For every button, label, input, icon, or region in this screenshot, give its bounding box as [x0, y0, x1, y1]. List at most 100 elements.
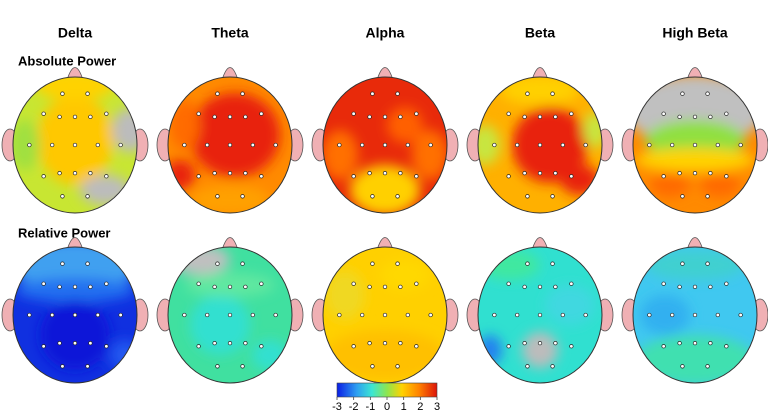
row-title: Relative Power [18, 225, 111, 240]
electrode [414, 344, 419, 349]
column-title: Beta [525, 25, 556, 41]
column-title: Alpha [366, 25, 405, 41]
electrode [382, 142, 388, 148]
electrode [569, 281, 574, 286]
electrode [414, 111, 419, 116]
electrode [196, 344, 201, 349]
color-blob [190, 93, 280, 177]
electrode [522, 341, 527, 346]
electrode [215, 194, 220, 199]
electrode [414, 281, 419, 286]
electrode [88, 114, 93, 119]
electrode [382, 284, 388, 289]
electrode [395, 261, 400, 266]
electrode [227, 171, 233, 176]
electrode [398, 171, 403, 176]
electrode [240, 194, 245, 199]
topomap [466, 237, 614, 384]
electrode [205, 142, 210, 148]
electrode [537, 341, 543, 346]
color-blob [15, 278, 135, 302]
electrode [398, 284, 403, 289]
column-title: High Beta [662, 25, 728, 41]
electrode [560, 142, 565, 148]
electrode [88, 341, 93, 346]
electrode [85, 91, 90, 96]
color-field [325, 260, 445, 380]
electrode [370, 364, 375, 369]
electrode [367, 341, 372, 346]
electrode [395, 91, 400, 96]
color-blob [112, 108, 137, 152]
electrode [670, 142, 675, 148]
electrode [705, 261, 710, 266]
electrode [212, 284, 217, 289]
color-blob [478, 125, 500, 165]
color-blobs [323, 107, 447, 213]
electrode [550, 194, 555, 199]
electrode [367, 171, 372, 176]
electrode [537, 312, 543, 318]
electrode [537, 142, 543, 148]
electrode [227, 341, 233, 346]
electrode [57, 341, 62, 346]
electrode [196, 281, 201, 286]
electrode [506, 111, 511, 116]
electrode [95, 142, 100, 148]
electrode [395, 364, 400, 369]
electrode [104, 111, 109, 116]
topomap [466, 67, 614, 214]
electrode [104, 281, 109, 286]
colorbar-tick-label: -1 [365, 401, 375, 413]
electrode [60, 364, 65, 369]
electrode [259, 344, 264, 349]
electrode [537, 171, 543, 176]
electrode [560, 312, 565, 318]
head-outline [477, 246, 603, 384]
electrode [677, 341, 682, 346]
electrode [692, 114, 698, 119]
electrode [705, 194, 710, 199]
colorbar-tick-label: -2 [349, 401, 359, 413]
electrode [708, 171, 713, 176]
electrode [72, 312, 78, 318]
color-blob [522, 332, 558, 368]
electrode [243, 114, 248, 119]
electrode [550, 261, 555, 266]
electrode [677, 171, 682, 176]
electrode [738, 142, 743, 148]
colorbar-tick-label: 3 [434, 401, 440, 413]
electrode [182, 312, 187, 318]
electrode [382, 114, 388, 119]
electrode [196, 174, 201, 179]
electrode [250, 312, 255, 318]
color-field [633, 77, 757, 197]
electrode [708, 114, 713, 119]
color-blob [40, 300, 110, 370]
electrode [370, 194, 375, 199]
electrode [205, 312, 210, 318]
electrode [72, 284, 78, 289]
electrode [72, 341, 78, 346]
head-outline [12, 76, 138, 214]
electrode [553, 171, 558, 176]
colorbar-tick-label: 1 [401, 401, 407, 413]
electrode [60, 91, 65, 96]
electrode [525, 194, 530, 199]
electrode [515, 312, 520, 318]
electrode [405, 142, 410, 148]
electrode [259, 111, 264, 116]
electrode [57, 171, 62, 176]
electrode [41, 281, 46, 286]
electrode [661, 281, 666, 286]
electrode [243, 341, 248, 346]
electrode [88, 171, 93, 176]
electrode [85, 194, 90, 199]
head-outline [632, 246, 758, 384]
electrode [360, 142, 365, 148]
electrode [705, 91, 710, 96]
topomap [1, 67, 149, 214]
electrode [27, 312, 32, 318]
electrode [212, 341, 217, 346]
electrode [522, 284, 527, 289]
